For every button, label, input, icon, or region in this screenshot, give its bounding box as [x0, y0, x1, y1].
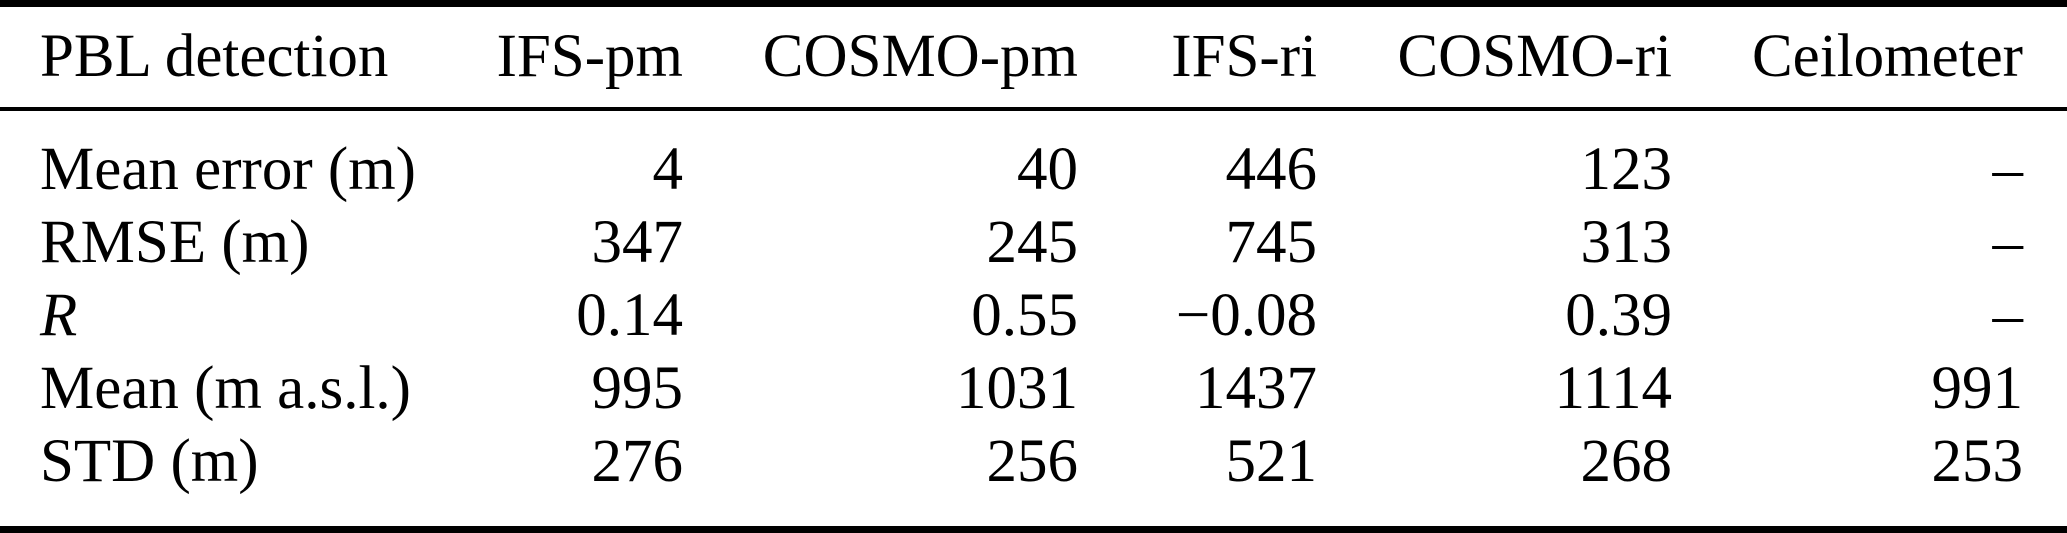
cell: 276	[591, 427, 684, 495]
cell: 446	[1225, 135, 1318, 203]
cell: 521	[1225, 427, 1318, 495]
cell: 4	[652, 135, 684, 203]
cell: −0.08	[1175, 281, 1317, 349]
column-header-ifs-pm: IFS-pm	[450, 3, 683, 111]
header-row: PBL detection IFS-pm COSMO-pm IFS-ri COS…	[0, 3, 2067, 111]
cell: 123	[1580, 135, 1673, 203]
table-header: PBL detection IFS-pm COSMO-pm IFS-ri COS…	[0, 3, 2067, 111]
column-header-cosmo-ri: COSMO-ri	[1317, 3, 1672, 111]
cell: 256	[986, 427, 1079, 495]
table-row-rmse: RMSE (m) 347 245 745 313 –	[0, 206, 2067, 279]
cell: 0.55	[971, 281, 1078, 349]
row-label: STD (m)	[40, 427, 259, 495]
cell: 253	[1931, 427, 2024, 495]
row-label: Mean (m a.s.l.)	[40, 354, 411, 422]
cell: 0.39	[1565, 281, 1672, 349]
row-label: R	[40, 281, 78, 349]
cell: 991	[1931, 354, 2024, 422]
row-label: RMSE (m)	[40, 208, 310, 276]
column-header-pbl-detection: PBL detection	[0, 3, 450, 111]
table-row-mean-error: Mean error (m) 4 40 446 123 –	[0, 109, 2067, 206]
cell: –	[1992, 135, 2024, 203]
cell: 313	[1580, 208, 1673, 276]
cell: 245	[986, 208, 1079, 276]
cell: 40	[1017, 135, 1078, 203]
column-header-ifs-ri: IFS-ri	[1078, 3, 1317, 111]
cell: –	[1992, 208, 2024, 276]
table-row-std: STD (m) 276 256 521 268 253	[0, 425, 2067, 530]
column-header-ceilometer: Ceilometer	[1672, 3, 2067, 111]
cell: 1031	[956, 354, 1078, 422]
cell: 347	[591, 208, 684, 276]
cell: –	[1992, 281, 2024, 349]
table-row-correlation: R 0.14 0.55 −0.08 0.39 –	[0, 279, 2067, 352]
column-header-cosmo-pm: COSMO-pm	[683, 3, 1078, 111]
row-label: Mean error (m)	[40, 135, 416, 203]
cell: 1114	[1554, 354, 1672, 422]
cell: 0.14	[576, 281, 683, 349]
table-row-mean-asl: Mean (m a.s.l.) 995 1031 1437 1114 991	[0, 352, 2067, 425]
cell: 995	[591, 354, 684, 422]
cell: 268	[1580, 427, 1673, 495]
cell: 745	[1225, 208, 1318, 276]
cell: 1437	[1195, 354, 1317, 422]
table-body: Mean error (m) 4 40 446 123 – RMSE (m) 3…	[0, 109, 2067, 530]
